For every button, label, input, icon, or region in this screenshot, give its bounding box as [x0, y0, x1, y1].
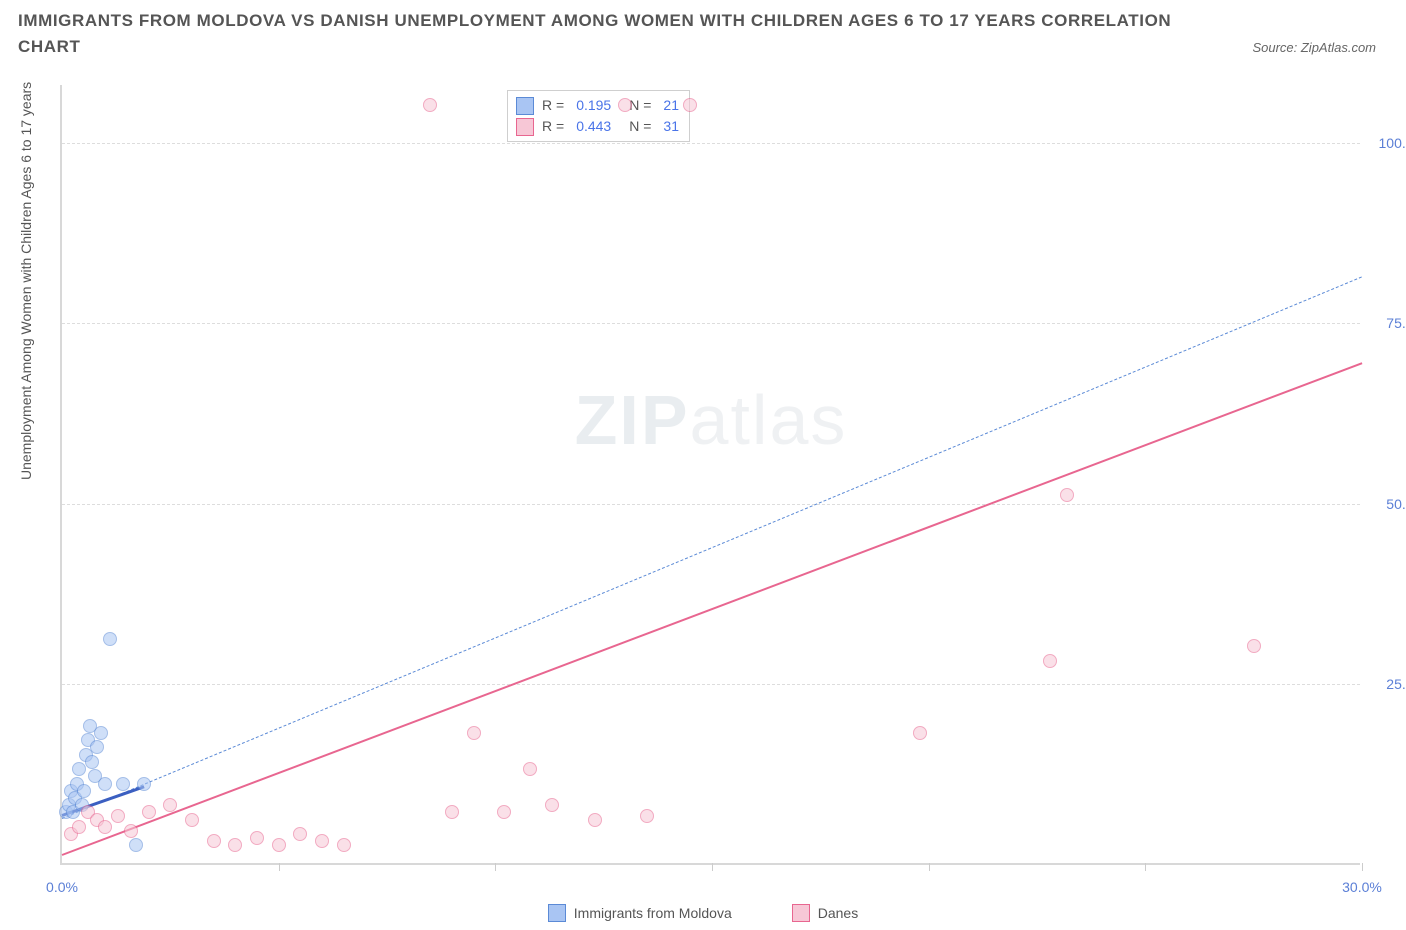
data-point-moldova — [72, 762, 86, 776]
data-point-moldova — [137, 777, 151, 791]
data-point-danes — [315, 834, 329, 848]
chart-title: IMMIGRANTS FROM MOLDOVA VS DANISH UNEMPL… — [18, 8, 1186, 59]
data-point-danes — [72, 820, 86, 834]
r-label: R = — [542, 95, 564, 116]
y-tick-label: 25.0% — [1386, 676, 1406, 692]
legend-item: Immigrants from Moldova — [548, 904, 732, 922]
legend-label: Immigrants from Moldova — [574, 905, 732, 921]
data-point-moldova — [77, 784, 91, 798]
data-point-danes — [618, 98, 632, 112]
data-point-danes — [467, 726, 481, 740]
r-label: R = — [542, 116, 564, 137]
data-point-danes — [640, 809, 654, 823]
stat-row-danes: R = 0.443 N = 31 — [516, 116, 679, 137]
data-point-moldova — [116, 777, 130, 791]
x-tick — [279, 863, 280, 871]
data-point-danes — [111, 809, 125, 823]
legend-swatch — [548, 904, 566, 922]
data-point-danes — [1060, 488, 1074, 502]
data-point-danes — [124, 824, 138, 838]
data-point-danes — [163, 798, 177, 812]
data-point-moldova — [90, 740, 104, 754]
data-point-moldova — [94, 726, 108, 740]
data-point-danes — [445, 805, 459, 819]
source-citation: Source: ZipAtlas.com — [1252, 40, 1376, 55]
x-tick — [1145, 863, 1146, 871]
watermark-light: atlas — [690, 381, 848, 459]
watermark-bold: ZIP — [575, 381, 690, 459]
x-tick — [1362, 863, 1363, 871]
data-point-danes — [545, 798, 559, 812]
gridline-horizontal — [62, 143, 1360, 144]
data-point-danes — [272, 838, 286, 852]
watermark: ZIPatlas — [575, 380, 848, 460]
legend-item: Danes — [792, 904, 858, 922]
data-point-danes — [207, 834, 221, 848]
gridline-vertical — [1145, 85, 1146, 863]
x-tick — [495, 863, 496, 871]
y-tick-label: 75.0% — [1386, 315, 1406, 331]
legend-swatch — [516, 97, 534, 115]
data-point-danes — [1247, 639, 1261, 653]
gridline-vertical — [279, 85, 280, 863]
plot-area: ZIPatlas R =0.195N =21R =0.443N =31 25.0… — [60, 85, 1360, 865]
series-legend: Immigrants from Moldova Danes — [0, 904, 1406, 922]
legend-swatch — [792, 904, 810, 922]
data-point-danes — [588, 813, 602, 827]
x-tick — [929, 863, 930, 871]
data-point-danes — [142, 805, 156, 819]
n-label: N = — [629, 116, 651, 137]
r-value: 0.195 — [576, 95, 611, 116]
data-point-danes — [185, 813, 199, 827]
y-tick-label: 50.0% — [1386, 496, 1406, 512]
data-point-danes — [523, 762, 537, 776]
data-point-danes — [293, 827, 307, 841]
data-point-danes — [913, 726, 927, 740]
data-point-danes — [423, 98, 437, 112]
legend-label: Danes — [818, 905, 858, 921]
data-point-danes — [1043, 654, 1057, 668]
data-point-moldova — [103, 632, 117, 646]
r-value: 0.443 — [576, 116, 611, 137]
data-point-danes — [497, 805, 511, 819]
x-tick-label: 0.0% — [46, 879, 78, 895]
stat-row-moldova: R = 0.195 N = 21 — [516, 95, 679, 116]
y-tick-label: 100.0% — [1379, 135, 1406, 151]
n-value: 31 — [663, 116, 679, 137]
data-point-moldova — [85, 755, 99, 769]
n-value: 21 — [663, 95, 679, 116]
y-axis-label: Unemployment Among Women with Children A… — [18, 82, 34, 480]
statistics-legend: R = 0.195 N = 21 R = 0.443 N = 31 — [507, 90, 690, 142]
data-point-danes — [337, 838, 351, 852]
gridline-vertical — [929, 85, 930, 863]
gridline-horizontal — [62, 504, 1360, 505]
gridline-vertical — [495, 85, 496, 863]
gridline-horizontal — [62, 684, 1360, 685]
data-point-moldova — [98, 777, 112, 791]
n-label: N = — [629, 95, 651, 116]
data-point-moldova — [129, 838, 143, 852]
gridline-vertical — [1362, 85, 1363, 863]
legend-swatch — [516, 118, 534, 136]
data-point-danes — [98, 820, 112, 834]
x-tick — [712, 863, 713, 871]
gridline-horizontal — [62, 323, 1360, 324]
gridline-vertical — [712, 85, 713, 863]
data-point-danes — [683, 98, 697, 112]
scatter-plot: ZIPatlas R =0.195N =21R =0.443N =31 25.0… — [60, 85, 1360, 865]
x-tick-label: 30.0% — [1342, 879, 1382, 895]
data-point-danes — [228, 838, 242, 852]
data-point-danes — [250, 831, 264, 845]
